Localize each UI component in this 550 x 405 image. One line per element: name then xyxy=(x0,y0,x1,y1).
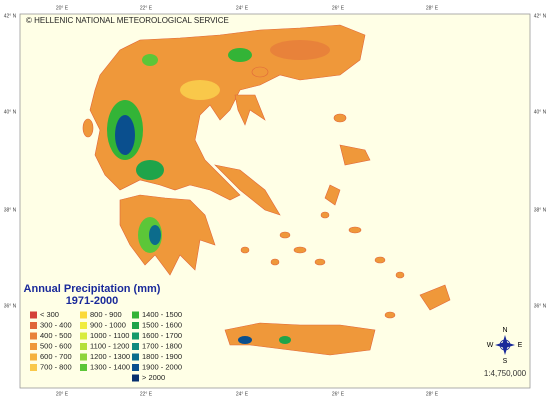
compass-ring xyxy=(499,339,511,351)
lon-label: 24° E xyxy=(236,5,249,11)
legend-label: 400 - 500 xyxy=(40,331,72,340)
lat-label: 40° N xyxy=(4,109,17,115)
legend-label: 800 - 900 xyxy=(90,310,122,319)
lat-label: 36° N xyxy=(4,303,17,309)
lon-label: 20° E xyxy=(56,5,69,11)
legend-swatch xyxy=(80,353,87,361)
legend-label: 1000 - 1100 xyxy=(90,331,129,340)
legend-title: Annual Precipitation (mm) xyxy=(24,283,161,295)
lat-label: 38° N xyxy=(534,207,547,213)
legend-label: > 2000 xyxy=(142,373,165,382)
lat-label: 42° N xyxy=(4,13,17,19)
lon-label: 28° E xyxy=(426,5,439,11)
legend-label: 300 - 400 xyxy=(40,320,72,329)
copyright: © HELLENIC NATIONAL METEOROLOGICAL SERVI… xyxy=(26,16,229,25)
zone xyxy=(136,160,164,180)
legend-label: 1800 - 1900 xyxy=(142,352,182,361)
chalkidiki xyxy=(234,94,266,126)
legend-swatch xyxy=(132,343,139,350)
zone xyxy=(279,336,291,344)
lat-label: 38° N xyxy=(4,207,17,213)
legend-swatch xyxy=(132,332,139,340)
legend-swatch xyxy=(132,374,139,382)
island xyxy=(279,231,291,239)
zone xyxy=(238,336,252,344)
legend-label: 1600 - 1700 xyxy=(142,331,182,340)
island xyxy=(314,258,326,266)
evia xyxy=(214,164,281,216)
legend-label: 600 - 700 xyxy=(40,352,72,361)
lon-label: 20° E xyxy=(56,391,69,397)
island xyxy=(293,246,307,254)
lat-label: 36° N xyxy=(534,303,547,309)
legend-swatch xyxy=(80,311,87,319)
legend-swatch xyxy=(30,311,37,319)
legend-swatch xyxy=(30,343,37,350)
island xyxy=(333,113,347,123)
island xyxy=(395,271,405,279)
legend-label: < 300 xyxy=(40,310,59,319)
chios xyxy=(324,184,341,206)
legend-swatch xyxy=(80,364,87,371)
lon-label: 22° E xyxy=(140,5,153,11)
island xyxy=(348,226,362,234)
legend-swatch xyxy=(80,343,87,350)
island xyxy=(384,311,396,319)
lon-label: 26° E xyxy=(332,391,345,397)
legend-label: 1100 - 1200 xyxy=(90,341,129,350)
legend-swatch xyxy=(30,364,37,371)
lon-label: 26° E xyxy=(332,5,345,11)
legend-label: 1300 - 1400 xyxy=(90,362,130,371)
legend-swatch xyxy=(80,322,87,329)
legend-period: 1971-2000 xyxy=(66,295,119,307)
legend-label: 1700 - 1800 xyxy=(142,341,182,350)
lon-label: 22° E xyxy=(140,391,153,397)
legend-swatch xyxy=(132,322,139,329)
rhodes xyxy=(419,284,451,311)
landmass xyxy=(82,24,451,356)
lat-label: 40° N xyxy=(534,109,547,115)
legend-swatch xyxy=(30,322,37,329)
lesvos xyxy=(339,144,371,166)
legend-label: 1900 - 2000 xyxy=(142,362,182,371)
lon-label: 28° E xyxy=(426,391,439,397)
island xyxy=(374,256,386,264)
zone xyxy=(180,80,220,100)
island xyxy=(240,246,250,254)
legend-label: 500 - 600 xyxy=(40,341,72,350)
zone xyxy=(115,115,135,155)
legend-swatch xyxy=(80,332,87,340)
island xyxy=(251,66,269,78)
legend-label: 700 - 800 xyxy=(40,362,72,371)
legend-label: 1400 - 1500 xyxy=(142,310,182,319)
compass-e: E xyxy=(518,342,523,349)
compass-w: W xyxy=(487,342,494,349)
wet-zones xyxy=(107,40,330,344)
legend-label: 900 - 1000 xyxy=(90,320,126,329)
legend-swatch xyxy=(132,311,139,319)
lon-label: 24° E xyxy=(236,391,249,397)
island xyxy=(320,211,330,219)
island xyxy=(82,118,94,138)
legend-swatch xyxy=(132,364,139,371)
legend-label: 1500 - 1600 xyxy=(142,320,182,329)
zone xyxy=(270,40,330,60)
zone xyxy=(142,54,158,66)
legend-swatch xyxy=(30,353,37,361)
legend-swatch xyxy=(132,353,139,361)
legend-swatch xyxy=(30,332,37,340)
island xyxy=(270,258,280,266)
crete xyxy=(224,322,376,356)
lat-label: 42° N xyxy=(534,13,547,19)
zone xyxy=(149,225,161,245)
compass: N S E W xyxy=(487,327,523,365)
peloponnese xyxy=(119,194,216,276)
compass-n: N xyxy=(502,327,507,334)
scale: 1:4,750,000 xyxy=(484,369,527,378)
mainland xyxy=(89,24,366,201)
compass-s: S xyxy=(503,358,508,365)
zone xyxy=(228,48,252,62)
legend-label: 1200 - 1300 xyxy=(90,352,130,361)
